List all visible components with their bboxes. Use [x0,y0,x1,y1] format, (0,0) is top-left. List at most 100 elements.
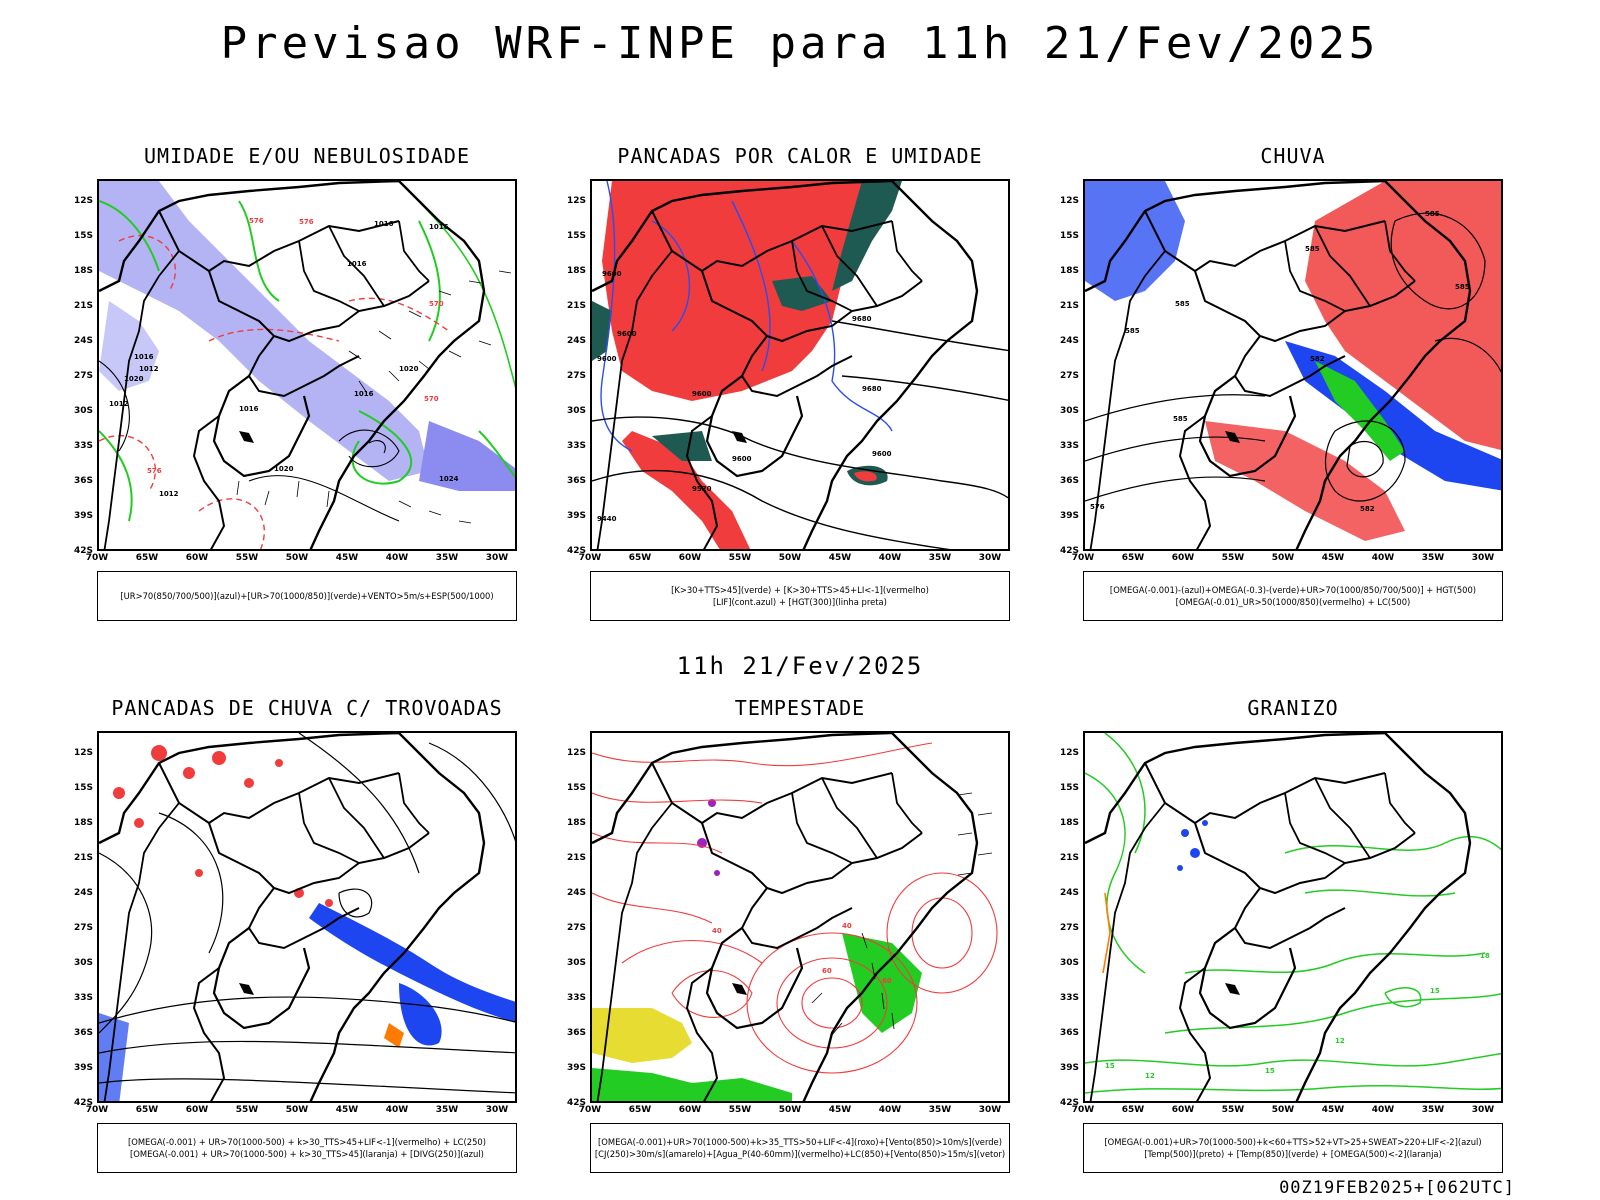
lat-tick-label: 15S [73,231,93,241]
contour-label: 12 [1145,1072,1155,1080]
lat-tick-label: 27S [1059,371,1079,381]
legend-line: [UR>70(850/700/500)](azul)+[UR>70(1000/8… [120,591,494,601]
lat-tick-label: 18S [1059,818,1079,828]
lat-tick-label: 24S [73,336,93,346]
legend-line: [CJ(250)>30m/s](amarelo)+[Agua_P(40-60mm… [594,1149,1006,1159]
panel-title: PANCADAS DE CHUVA C/ TROVOADAS [111,696,503,720]
main-title: Previsao WRF-INPE para 11h 21/Fev/2025 [220,18,1380,69]
lat-tick-label: 18S [73,818,93,828]
storm-purple-spots [697,799,720,876]
lat-tick-label: 15S [1059,231,1079,241]
lat-tick-label: 42S [73,1098,93,1108]
lat-tick-label: 33S [1059,993,1079,1003]
contour-label: 9680 [862,385,882,393]
contour-label: 585 [1125,327,1140,335]
wind-vectors [811,792,993,1036]
contour-label: 1020 [124,375,144,383]
lon-tick-label: 55W [1221,553,1245,563]
contour-label: 1020 [274,465,294,473]
lon-tick-label: 60W [1171,1105,1195,1115]
contour-label: 18 [1480,952,1490,960]
rain-red-area [1305,181,1501,450]
contour-label: 9600 [872,450,892,458]
latitude-axis: 12S 15S 18S 21S 24S 27S 30S 33S 36S 39S 42S [556,731,586,1108]
contour-label: 40 [712,927,722,935]
contour-label: 570 [424,395,439,403]
contour-label: 1024 [439,475,459,483]
contour-label: 1016 [354,390,374,398]
panel-title: TEMPESTADE [734,696,866,720]
contour-label: 1016 [429,223,449,231]
lat-tick-label: 30S [566,958,586,968]
contour-label: 1020 [399,365,419,373]
humidity-blue-area [99,301,159,391]
contour-label: 1016 [374,220,394,228]
contour-label: 576 [249,217,264,225]
temp850-contours [1085,733,1501,1094]
lat-tick-label: 33S [566,441,586,451]
lat-tick-label: 39S [1059,1063,1079,1073]
lon-tick-label: 55W [728,553,752,563]
contour-label: 9600 [597,355,617,363]
divergence-blue-area [399,983,442,1046]
lat-tick-label: 33S [566,993,586,1003]
lat-tick-label: 24S [1059,336,1079,346]
contour-label: 1012 [139,365,159,373]
lon-tick-label: 35W [1421,1105,1445,1115]
water-vapor-contours [592,742,998,1074]
rain-blue-area [1085,181,1185,301]
longitude-axis: 70W 65W 60W 55W 50W 45W 40W 35W 30W [1072,553,1503,567]
lat-tick-label: 18S [1059,266,1079,276]
legend-line: [K>30+TTS>45](verde) + [K>30+TTS>45+LI<-… [671,585,929,595]
lon-tick-label: 60W [185,1105,209,1115]
lat-tick-label: 39S [566,511,586,521]
lat-tick-label: 18S [566,266,586,276]
contour-label: 585 [1305,245,1320,253]
run-info-footer: 00Z19FEB2025+[062UTC] [1279,1178,1515,1198]
lat-tick-label: 21S [73,853,93,863]
contour-label: 60 [822,967,832,975]
legend-line: [OMEGA(-0.001)+UR>70(1000-500)+k>35_TTS>… [598,1137,1002,1147]
contour-label: 9600 [617,330,637,338]
lat-tick-label: 42S [1059,546,1079,556]
lat-tick-label: 33S [73,441,93,451]
lon-tick-label: 70W [85,1105,109,1115]
legend-line: [OMEGA(-0.001) + UR>70(1000-500) + k>30_… [127,1137,487,1147]
lon-tick-label: 55W [235,1105,259,1115]
contour-label: 15 [1105,1062,1115,1070]
lat-tick-label: 36S [73,1028,93,1038]
convection-orange-area [384,1023,404,1048]
lon-tick-label: 45W [828,1105,852,1115]
lat-tick-label: 30S [566,406,586,416]
lat-tick-label: 15S [73,783,93,793]
map-trovoadas [97,731,517,1103]
humidity-blue-area [419,421,515,491]
lat-tick-label: 27S [566,371,586,381]
lat-tick-label: 24S [566,336,586,346]
latitude-axis: 12S 15S 18S 21S 24S 27S 30S 33S 36S 39S 42S [556,179,586,556]
lon-tick-label: 55W [728,1105,752,1115]
lon-tick-label: 45W [1321,1105,1345,1115]
lon-tick-label: 50W [285,553,309,563]
legend-line: [OMEGA(-0.01)_UR>50(1000/850)(vermelho) … [1175,597,1411,607]
divergence-blue-area [309,903,515,1022]
lon-tick-label: 30W [978,553,1002,563]
lon-tick-label: 60W [185,553,209,563]
legend-chuva: [OMEGA(-0.001)-(azul)+OMEGA(-0.3)-(verde… [1083,571,1503,621]
contour-label: 9600 [602,270,622,278]
lat-tick-label: 30S [73,958,93,968]
lon-tick-label: 50W [1271,1105,1295,1115]
lon-tick-label: 45W [1321,553,1345,563]
hail-blue-spots [1177,820,1208,871]
contour-label: 576 [299,218,314,226]
longitude-axis: 70W 65W 60W 55W 50W 45W 40W 35W 30W [86,553,517,567]
lon-tick-label: 45W [828,553,852,563]
lon-tick-label: 60W [678,1105,702,1115]
lat-tick-label: 30S [1059,958,1079,968]
lon-tick-label: 45W [335,553,359,563]
latitude-axis: 12S 15S 18S 21S 24S 27S 30S 33S 36S 39S 42S [63,179,93,556]
contour-label: 9520 [692,485,712,493]
contour-label: 1012 [159,490,179,498]
lon-tick-label: 50W [778,553,802,563]
contour-label: 1016 [239,405,259,413]
